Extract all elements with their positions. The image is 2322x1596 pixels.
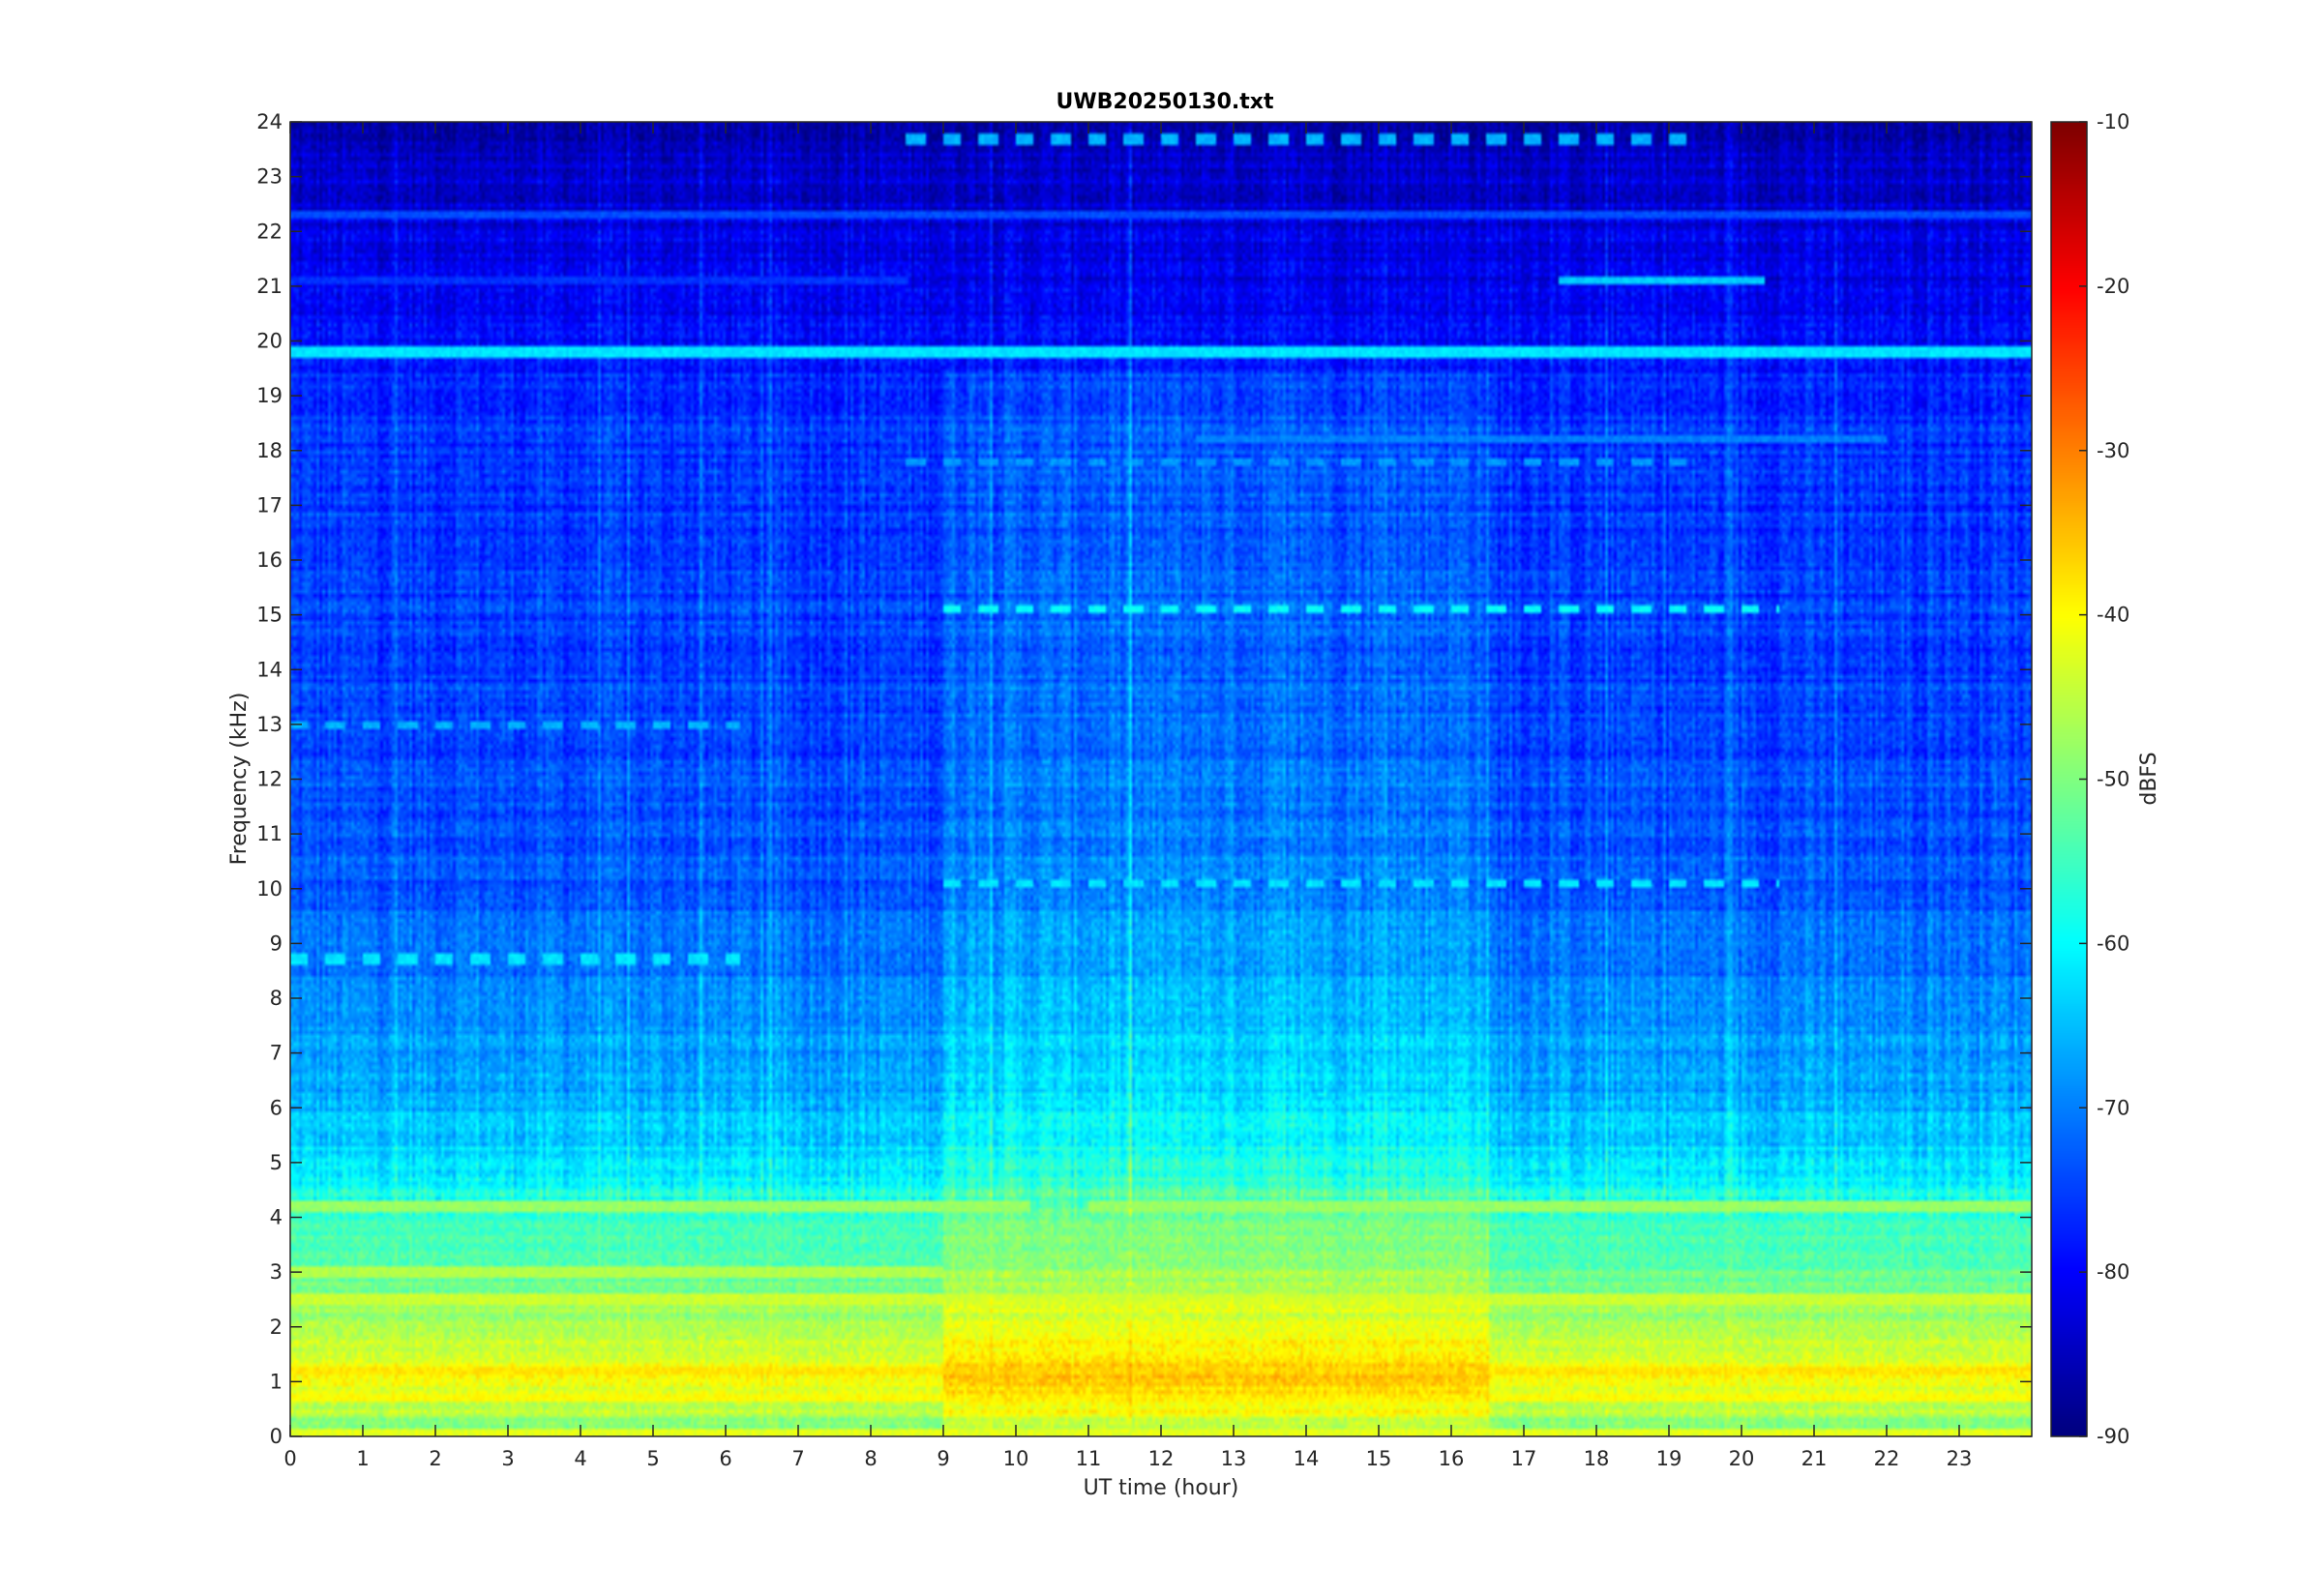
chart-title: UWB20250130.txt bbox=[1057, 90, 1274, 114]
x-axis-ticks: 0 1 2 3 4 5 6 7 8 9 10 11 12 13 14 15 16 17 18 19 20 21 22 23 bbox=[283, 122, 1972, 1470]
x-tick-label: 5 bbox=[646, 1447, 659, 1470]
x-tick-label: 14 bbox=[1294, 1447, 1320, 1470]
colorbar-tick-label: -70 bbox=[2097, 1096, 2129, 1119]
y-tick-label: 0 bbox=[270, 1425, 283, 1448]
x-tick-label: 21 bbox=[1801, 1447, 1828, 1470]
x-tick-label: 2 bbox=[429, 1447, 441, 1470]
y-tick-label: 9 bbox=[270, 931, 283, 955]
colorbar-tick-label: -60 bbox=[2097, 931, 2129, 955]
y-tick-label: 20 bbox=[256, 330, 283, 353]
colorbar-tick-label: -40 bbox=[2097, 604, 2129, 627]
x-axis-label: UT time (hour) bbox=[1084, 1476, 1239, 1500]
colorbar-tick-label: -30 bbox=[2097, 439, 2129, 462]
y-tick-label: 21 bbox=[256, 275, 283, 298]
y-tick-label: 5 bbox=[270, 1151, 283, 1174]
y-tick-label: 12 bbox=[256, 768, 283, 791]
x-tick-label: 17 bbox=[1511, 1447, 1537, 1470]
y-tick-label: 1 bbox=[270, 1370, 283, 1393]
colorbar-tick-label: -10 bbox=[2097, 110, 2129, 133]
y-tick-label: 10 bbox=[256, 877, 283, 901]
y-tick-label: 13 bbox=[256, 713, 283, 736]
x-tick-label: 7 bbox=[791, 1447, 804, 1470]
x-tick-label: 0 bbox=[283, 1447, 296, 1470]
x-tick-label: 11 bbox=[1076, 1447, 1102, 1470]
colorbar-ticks: -90 -80 -70 -60 -50 -40 -30 -20 -10 bbox=[2079, 110, 2129, 1448]
y-tick-label: 24 bbox=[256, 110, 283, 133]
y-tick-label: 8 bbox=[270, 987, 283, 1010]
x-tick-label: 8 bbox=[864, 1447, 877, 1470]
x-tick-label: 4 bbox=[574, 1447, 586, 1470]
x-tick-label: 6 bbox=[719, 1447, 731, 1470]
y-tick-label: 4 bbox=[270, 1206, 283, 1229]
x-tick-label: 9 bbox=[937, 1447, 949, 1470]
colorbar-label: dBFS bbox=[2137, 752, 2161, 805]
x-tick-label: 15 bbox=[1366, 1447, 1392, 1470]
x-tick-label: 13 bbox=[1221, 1447, 1247, 1470]
y-tick-label: 15 bbox=[256, 604, 283, 627]
y-tick-label: 7 bbox=[270, 1042, 283, 1065]
y-tick-label: 2 bbox=[270, 1315, 283, 1339]
x-tick-label: 22 bbox=[1874, 1447, 1900, 1470]
spectrogram-heatmap bbox=[290, 122, 2032, 1436]
y-tick-label: 19 bbox=[256, 384, 283, 407]
y-tick-label: 16 bbox=[256, 548, 283, 572]
colorbar-tick-label: -90 bbox=[2097, 1425, 2129, 1448]
y-tick-label: 3 bbox=[270, 1260, 283, 1284]
y-axis-label: Frequency (kHz) bbox=[227, 693, 252, 866]
x-tick-label: 23 bbox=[1947, 1447, 1973, 1470]
y-tick-label: 23 bbox=[256, 165, 283, 189]
x-tick-label: 16 bbox=[1439, 1447, 1465, 1470]
y-tick-label: 18 bbox=[256, 439, 283, 462]
colorbar-tick-label: -20 bbox=[2097, 275, 2129, 298]
colorbar-tick-label: -80 bbox=[2097, 1260, 2129, 1284]
x-tick-label: 10 bbox=[1003, 1447, 1029, 1470]
x-tick-label: 19 bbox=[1656, 1447, 1682, 1470]
y-tick-label: 14 bbox=[256, 658, 283, 681]
x-tick-label: 20 bbox=[1729, 1447, 1755, 1470]
colorbar-tick-label: -50 bbox=[2097, 768, 2129, 791]
y-tick-label: 17 bbox=[256, 493, 283, 517]
y-tick-label: 22 bbox=[256, 220, 283, 243]
y-tick-label: 6 bbox=[270, 1096, 283, 1119]
x-tick-label: 12 bbox=[1148, 1447, 1175, 1470]
y-tick-label: 11 bbox=[256, 822, 283, 845]
x-tick-label: 3 bbox=[501, 1447, 514, 1470]
x-tick-label: 1 bbox=[356, 1447, 369, 1470]
x-tick-label: 18 bbox=[1584, 1447, 1610, 1470]
